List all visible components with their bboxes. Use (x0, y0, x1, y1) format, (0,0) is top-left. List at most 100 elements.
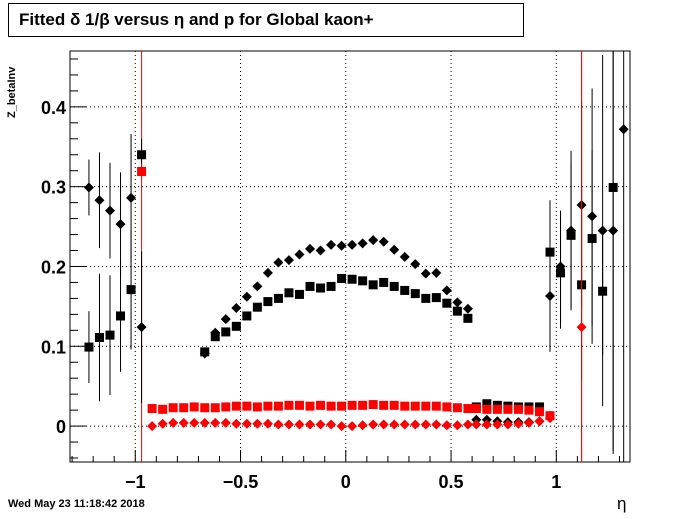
data-point (463, 313, 473, 323)
data-point (452, 306, 462, 316)
data-point (524, 405, 534, 415)
data-point (482, 399, 492, 409)
data-point (431, 267, 442, 278)
data-point (294, 249, 305, 260)
x-tick-label: −1 (125, 472, 146, 492)
data-point (94, 333, 104, 343)
data-point (284, 400, 294, 410)
data-point (84, 342, 94, 352)
y-tick-label: 0 (56, 417, 66, 437)
data-point (115, 219, 126, 230)
data-point (421, 401, 431, 411)
data-point (326, 419, 337, 430)
data-point (431, 419, 442, 430)
data-point (241, 418, 252, 429)
data-point (168, 403, 178, 413)
data-point (400, 285, 410, 295)
data-point (137, 167, 147, 177)
data-point (566, 225, 577, 236)
data-point (441, 285, 452, 296)
data-point (294, 400, 304, 410)
data-point (315, 245, 326, 256)
data-point (347, 421, 358, 432)
data-point (462, 303, 473, 314)
data-point (357, 238, 368, 249)
data-point (378, 236, 389, 247)
data-point (136, 322, 147, 333)
data-point (410, 419, 421, 430)
data-point (305, 243, 315, 254)
data-point (410, 289, 420, 299)
data-point (513, 404, 523, 414)
data-point (252, 402, 262, 412)
x-tick-label: 0 (341, 472, 351, 492)
data-point (305, 419, 315, 430)
data-point (452, 297, 463, 308)
data-point (199, 417, 210, 428)
data-point (284, 288, 294, 298)
data-point (252, 281, 263, 292)
data-point (263, 297, 273, 307)
data-point (431, 401, 441, 411)
data-point (358, 400, 368, 410)
data-point (368, 235, 379, 246)
data-point (452, 403, 462, 413)
data-point (116, 311, 126, 321)
data-point (442, 298, 452, 308)
data-point (410, 259, 421, 270)
data-point (273, 401, 283, 411)
data-point (410, 401, 420, 411)
data-point (210, 327, 221, 338)
data-point (316, 400, 326, 410)
data-point (389, 281, 399, 291)
data-point (283, 419, 294, 430)
data-point (221, 402, 231, 412)
data-point (220, 417, 231, 428)
data-point (513, 418, 524, 429)
data-point (347, 239, 358, 250)
y-axis-label: Z_betaInv (6, 66, 18, 118)
data-point (105, 330, 115, 340)
data-point (368, 400, 378, 410)
data-point (210, 403, 220, 413)
data-point (326, 401, 336, 411)
data-point (242, 311, 252, 321)
data-point (379, 277, 389, 287)
data-point (502, 419, 513, 430)
data-point (523, 417, 534, 428)
data-point (358, 276, 368, 286)
plot-frame (69, 50, 631, 463)
data-point (337, 273, 347, 283)
data-point (420, 268, 431, 279)
data-point (431, 293, 441, 303)
data-point (305, 281, 315, 291)
data-point (315, 419, 326, 430)
data-point (231, 401, 241, 411)
data-point (126, 192, 137, 203)
data-point (608, 225, 619, 236)
data-point (545, 291, 555, 302)
data-point (452, 420, 463, 431)
data-point (241, 291, 252, 302)
data-point (83, 182, 94, 193)
data-point (189, 417, 200, 428)
x-tick-label: 0.5 (439, 472, 464, 492)
data-point (158, 404, 168, 414)
data-point (368, 280, 378, 290)
data-point (252, 302, 262, 312)
data-point (471, 419, 482, 430)
data-point (379, 400, 389, 410)
data-point (126, 285, 136, 295)
data-point (368, 419, 379, 430)
data-point (441, 420, 452, 431)
data-point (105, 205, 115, 216)
data-point (199, 348, 210, 359)
data-point (399, 419, 410, 430)
data-point (210, 417, 221, 428)
data-point (178, 417, 189, 428)
data-point (463, 404, 473, 414)
data-point (283, 255, 294, 266)
data-point (503, 404, 513, 414)
data-point (336, 240, 347, 251)
data-point (94, 195, 105, 206)
